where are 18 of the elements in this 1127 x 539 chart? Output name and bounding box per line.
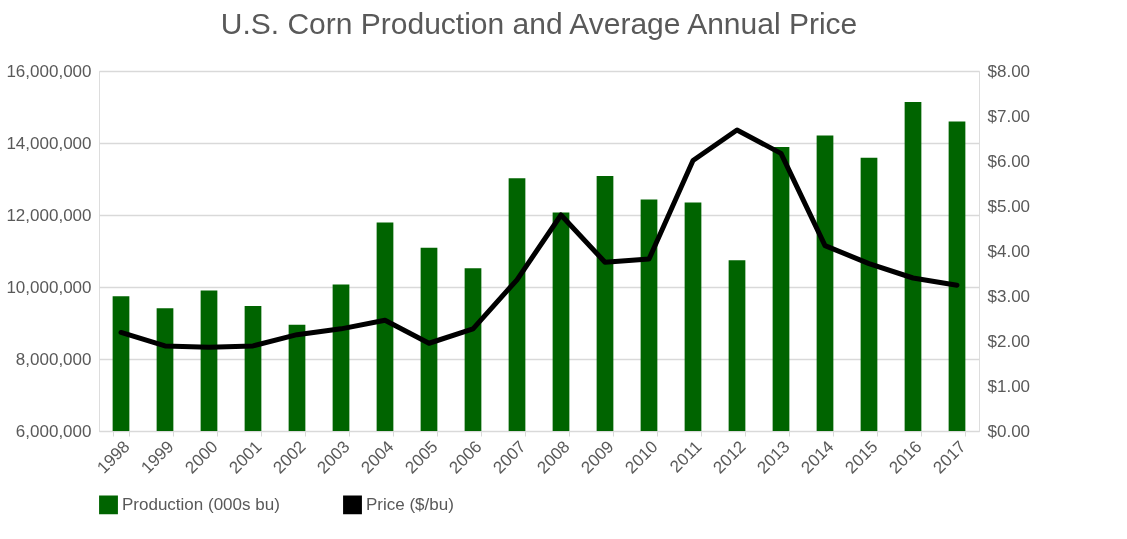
y-tick-label: 8,000,000 <box>15 349 92 369</box>
y2-tick-label: $3.00 <box>987 286 1031 306</box>
legend-label: Price ($/bu) <box>366 494 454 514</box>
y-tick-label: 14,000,000 <box>6 133 92 153</box>
legend-label: Production (000s bu) <box>122 494 280 514</box>
y-tick-label: 16,000,000 <box>6 61 92 81</box>
y2-tick-label: $4.00 <box>987 241 1031 261</box>
y2-tick-label: $6.00 <box>987 151 1031 171</box>
chart-title: U.S. Corn Production and Average Annual Price <box>220 7 858 40</box>
y2-tick-label: $1.00 <box>987 376 1031 396</box>
y2-tick-label: $5.00 <box>987 196 1031 216</box>
y2-tick-label: $8.00 <box>987 61 1031 81</box>
y-tick-label: 12,000,000 <box>6 205 92 225</box>
y-tick-label: 10,000,000 <box>6 277 92 297</box>
y2-tick-label: $7.00 <box>987 106 1031 126</box>
y2-tick-label: $0.00 <box>987 421 1031 441</box>
y2-tick-label: $2.00 <box>987 331 1031 351</box>
y-tick-label: 6,000,000 <box>15 421 92 441</box>
